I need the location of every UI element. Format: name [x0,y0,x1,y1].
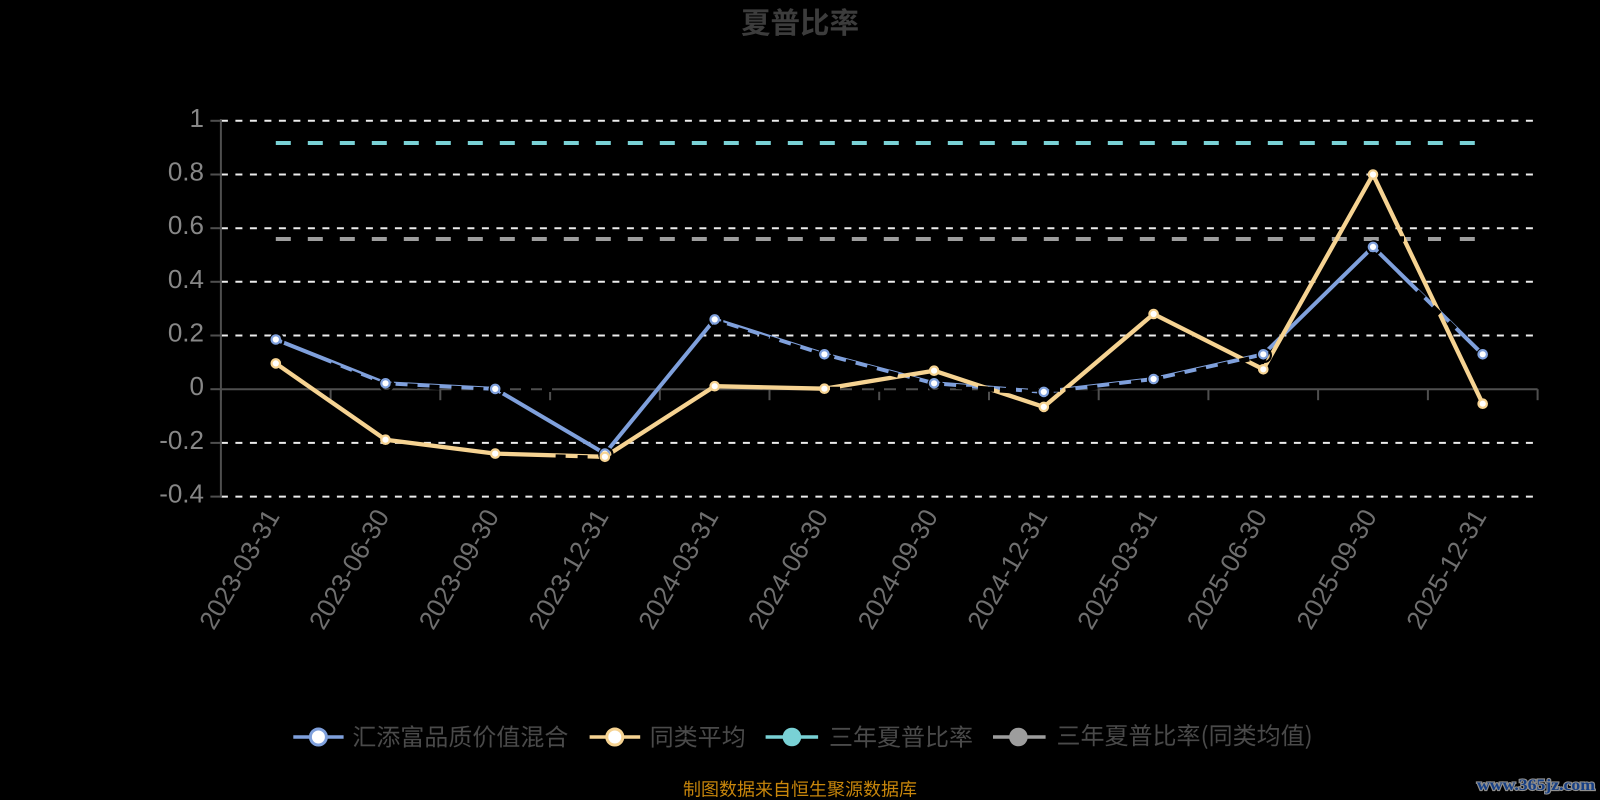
svg-text:0.6: 0.6 [168,210,204,240]
svg-text:-0.2: -0.2 [159,425,204,455]
svg-text:www.365jz.com: www.365jz.com [1477,777,1596,794]
svg-text:0: 0 [190,371,204,401]
svg-text:0.8: 0.8 [168,157,204,187]
svg-text:0.2: 0.2 [168,318,204,348]
svg-text:0.4: 0.4 [168,264,204,294]
svg-text:-0.4: -0.4 [159,479,204,509]
svg-text:1: 1 [190,103,204,133]
